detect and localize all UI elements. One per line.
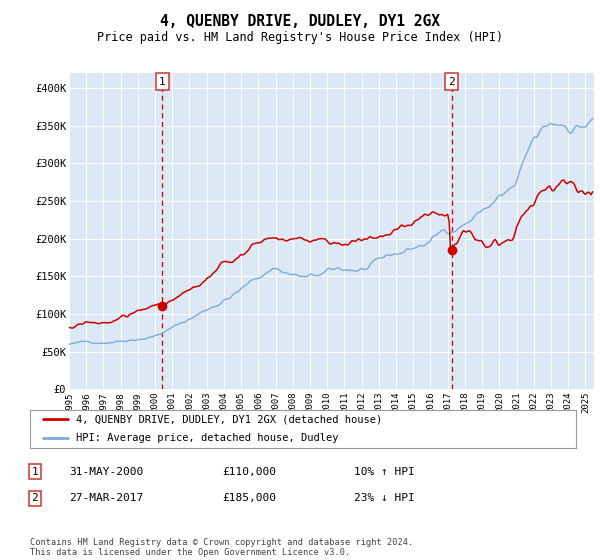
Text: 1: 1 [31,466,38,477]
Text: 27-MAR-2017: 27-MAR-2017 [69,493,143,503]
Text: 23% ↓ HPI: 23% ↓ HPI [354,493,415,503]
Text: 4, QUENBY DRIVE, DUDLEY, DY1 2GX (detached house): 4, QUENBY DRIVE, DUDLEY, DY1 2GX (detach… [76,414,383,424]
Text: 31-MAY-2000: 31-MAY-2000 [69,466,143,477]
Text: 4, QUENBY DRIVE, DUDLEY, DY1 2GX: 4, QUENBY DRIVE, DUDLEY, DY1 2GX [160,14,440,29]
Text: 10% ↑ HPI: 10% ↑ HPI [354,466,415,477]
Text: Contains HM Land Registry data © Crown copyright and database right 2024.
This d: Contains HM Land Registry data © Crown c… [30,538,413,557]
Text: Price paid vs. HM Land Registry's House Price Index (HPI): Price paid vs. HM Land Registry's House … [97,31,503,44]
Text: 1: 1 [159,77,166,87]
Text: 2: 2 [448,77,455,87]
Text: £185,000: £185,000 [222,493,276,503]
Text: £110,000: £110,000 [222,466,276,477]
Text: 2: 2 [31,493,38,503]
Text: HPI: Average price, detached house, Dudley: HPI: Average price, detached house, Dudl… [76,433,339,444]
